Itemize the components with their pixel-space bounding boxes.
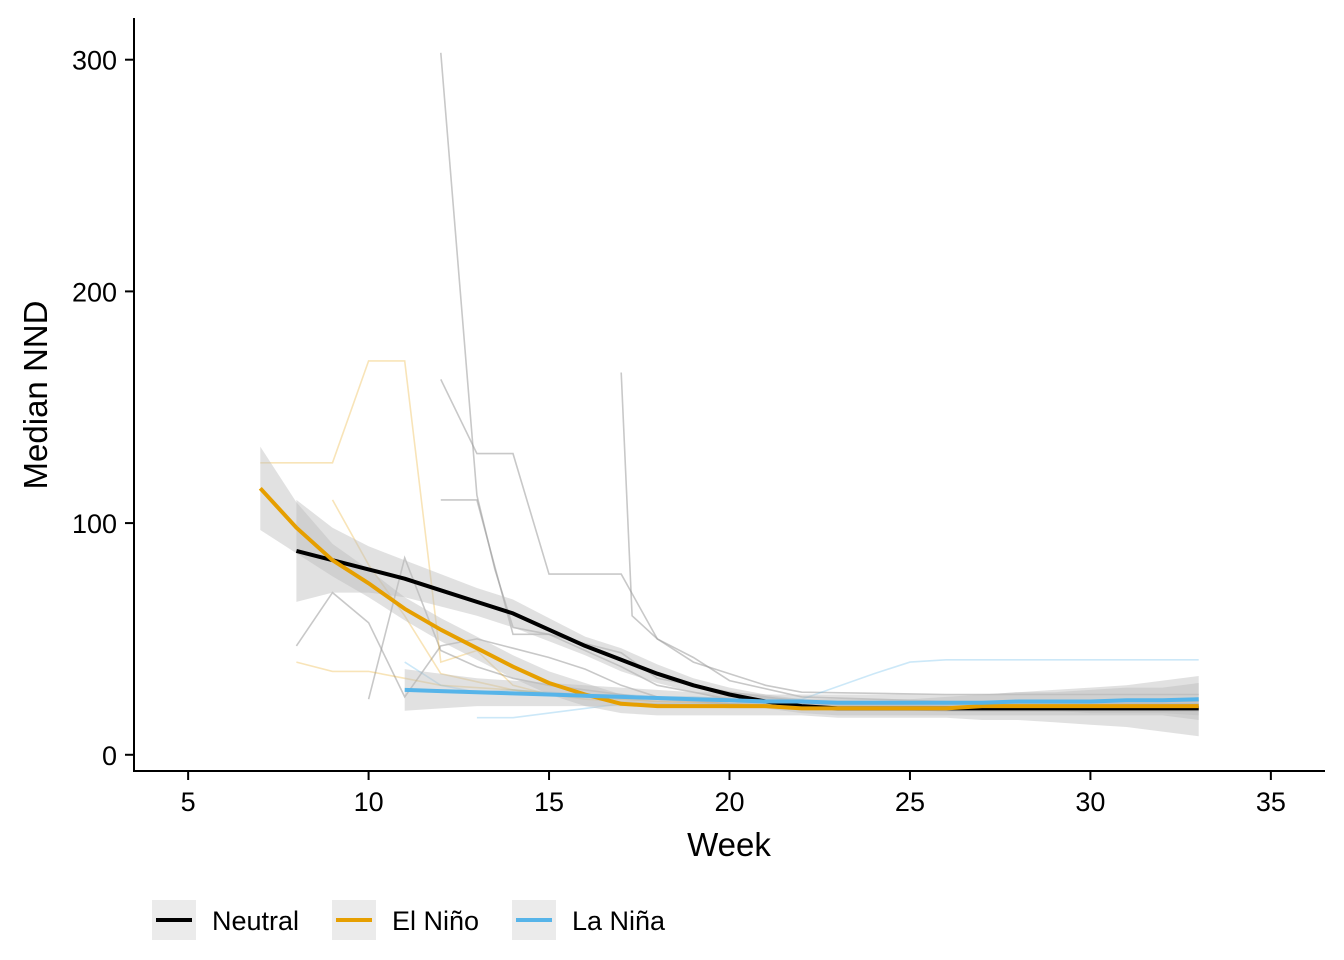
x-axis-ticks: 5 10 15 20 25 30 35 (181, 771, 1286, 817)
y-tick-label: 300 (72, 46, 117, 76)
legend-label: El Niño (392, 906, 479, 936)
x-tick-label: 15 (534, 787, 564, 817)
legend-label: La Niña (572, 906, 666, 936)
y-tick-label: 0 (102, 741, 117, 771)
smoothed-trend-lines (258, 486, 1199, 711)
legend-label: Neutral (212, 906, 299, 936)
legend-item: El Niño (332, 900, 479, 940)
x-tick-label: 30 (1075, 787, 1105, 817)
raw-trajectory-line (260, 360, 1199, 707)
legend: Neutral El Niño La Niña (152, 900, 666, 940)
x-tick-label: 20 (714, 787, 744, 817)
x-tick-label: 25 (895, 787, 925, 817)
y-tick-label: 200 (72, 277, 117, 307)
ribbon-neutral (296, 499, 1199, 720)
x-tick-label: 35 (1256, 787, 1286, 817)
trend-line-el-nino (258, 486, 1199, 711)
y-axis-ticks: 0 100 200 300 (72, 46, 134, 771)
x-tick-label: 5 (181, 787, 196, 817)
y-tick-label: 100 (72, 509, 117, 539)
x-tick-label: 10 (354, 787, 384, 817)
y-axis-title: Median NND (17, 301, 54, 490)
raw-trajectory-line (440, 52, 1199, 707)
raw-trajectory-line (620, 372, 1199, 696)
ribbon-el-nino (260, 446, 1199, 737)
legend-item: La Niña (512, 900, 666, 940)
trend-line-neutral (295, 548, 1199, 711)
raw-trajectories (260, 52, 1199, 719)
trend-line-la-nina (404, 687, 1199, 705)
legend-item: Neutral (152, 900, 299, 940)
raw-trajectory-line (440, 379, 1199, 703)
x-axis-title: Week (687, 826, 771, 863)
